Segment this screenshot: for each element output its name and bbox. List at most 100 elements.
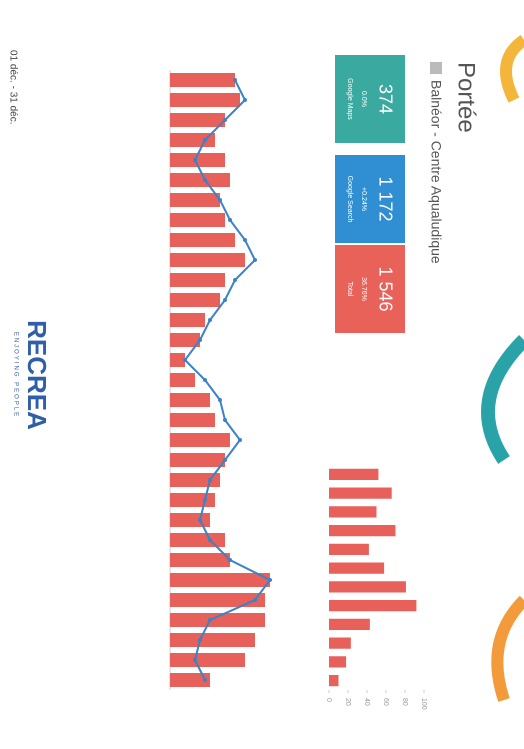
y-tick-label: 60	[382, 698, 389, 706]
bar	[170, 613, 265, 627]
kpi-label: Total	[346, 282, 353, 297]
bar	[170, 633, 255, 647]
deco-arc	[491, 595, 524, 702]
line-point	[203, 498, 207, 502]
line-point	[253, 598, 257, 602]
line-point	[218, 198, 222, 202]
kpi-label: Google Maps	[346, 78, 353, 120]
kpi-change: 36.76%	[360, 277, 367, 301]
y-tick-label: 20	[344, 698, 351, 706]
bar	[328, 468, 379, 480]
y-tick-label: 0	[325, 698, 332, 702]
title: Portée	[453, 62, 480, 133]
kpi-box	[335, 245, 405, 333]
bar	[170, 493, 215, 507]
bar	[329, 637, 351, 649]
kpi-change: 0.0%	[360, 91, 367, 107]
line-point	[243, 238, 247, 242]
kpi-box	[335, 55, 405, 143]
line-point	[198, 338, 202, 342]
bar	[170, 453, 225, 467]
line-point	[208, 618, 212, 622]
bar	[170, 393, 210, 407]
y-tick-label: 80	[401, 698, 408, 706]
bar	[170, 593, 265, 607]
line-point	[203, 678, 207, 682]
line-point	[223, 298, 227, 302]
bar	[329, 525, 396, 537]
bar	[170, 193, 220, 207]
bar	[170, 373, 195, 387]
line-point	[223, 418, 227, 422]
line-point	[193, 158, 197, 162]
line-point	[253, 258, 257, 262]
bar	[329, 618, 370, 630]
bar	[170, 553, 230, 567]
line-point	[233, 278, 237, 282]
bar	[170, 233, 235, 247]
icon	[430, 62, 442, 74]
logo-tagline: ENJOYING PEOPLE	[12, 332, 18, 418]
y-tick-label: 100	[420, 698, 427, 710]
bar	[170, 473, 220, 487]
bar	[329, 506, 377, 518]
kpi-box	[335, 155, 405, 243]
bar	[170, 413, 215, 427]
bar	[170, 433, 230, 447]
logo: RECREA	[22, 320, 52, 430]
bar	[170, 333, 200, 347]
bar	[170, 513, 210, 527]
bar	[170, 73, 235, 87]
bar	[170, 213, 225, 227]
line-point	[233, 78, 237, 82]
bar	[329, 656, 347, 668]
bar	[170, 673, 210, 687]
bar	[329, 581, 406, 593]
line-point	[198, 638, 202, 642]
bar	[329, 600, 417, 612]
kpi-label: Google Search	[346, 176, 353, 223]
bar	[328, 543, 369, 555]
line-point	[193, 658, 197, 662]
line-point	[243, 98, 247, 102]
line-point	[238, 438, 242, 442]
subtitle: Balnéor - Centre Aqualudique	[428, 80, 444, 264]
bar	[329, 675, 339, 687]
line-point	[208, 318, 212, 322]
bar	[329, 562, 385, 574]
line-point	[228, 218, 232, 222]
line-point	[208, 538, 212, 542]
line	[183, 79, 272, 681]
line-point	[203, 378, 207, 382]
bar	[170, 573, 270, 587]
bar	[170, 153, 225, 167]
bar	[170, 113, 225, 127]
bar	[170, 273, 225, 287]
bar	[170, 533, 225, 547]
bar	[170, 173, 230, 187]
line-point	[228, 558, 232, 562]
line-point	[268, 578, 272, 582]
line-point	[208, 478, 212, 482]
period: 01 déc. - 31 déc.	[7, 50, 18, 125]
bar	[170, 313, 205, 327]
deco-arc	[500, 35, 524, 103]
bar	[328, 487, 392, 499]
line-point	[223, 118, 227, 122]
bar	[170, 253, 245, 267]
bar	[170, 133, 215, 147]
bar	[170, 293, 220, 307]
line-point	[218, 398, 222, 402]
kpi-value: 374	[375, 84, 395, 114]
line-point	[198, 518, 202, 522]
y-tick-label: 40	[363, 698, 370, 706]
kpi-value: 1 172	[375, 176, 395, 221]
line-point	[203, 138, 207, 142]
kpi-value: 1 546	[375, 266, 395, 311]
deco-arc	[481, 335, 524, 464]
line-point	[203, 178, 207, 182]
bar	[170, 353, 185, 367]
